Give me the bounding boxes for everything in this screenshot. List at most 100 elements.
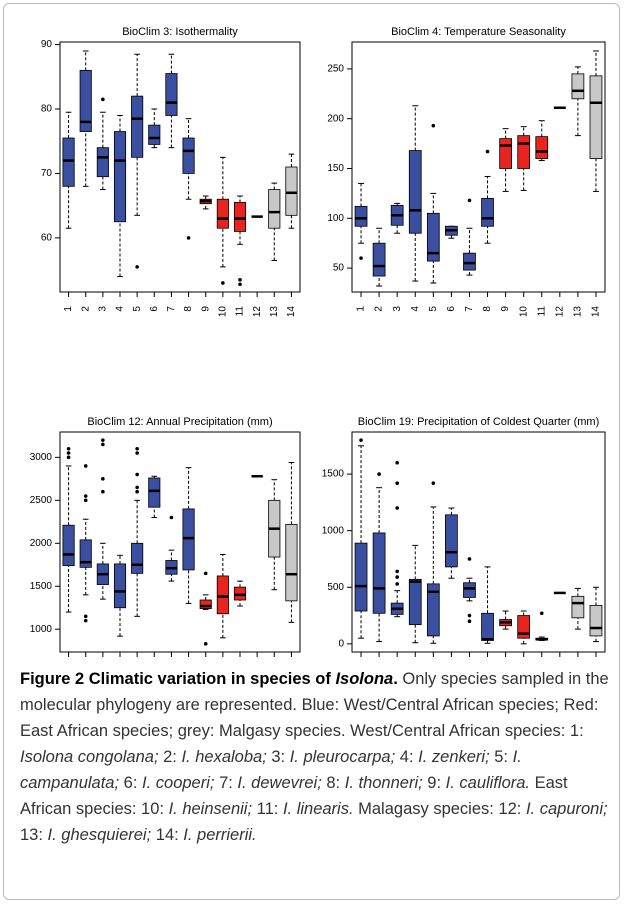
box [354,542,368,612]
x-tick-label: 12 [554,306,565,318]
y-tick-label: 0 [338,638,344,649]
caption-text: 8: [321,774,345,792]
y-tick-label: 500 [327,582,344,593]
caption-text: I. cauliflora. [445,774,531,792]
x-tick-label: 5 [428,306,439,312]
x-tick-label: 13 [573,306,584,318]
x-tick-label: 11 [235,306,246,317]
x-tick-label: 14 [591,306,602,318]
box [199,599,212,610]
caption-text: Isolona congolana; [20,748,159,766]
x-tick-label: 3 [392,306,403,312]
box [571,73,585,100]
caption-text: I. cooperi; [142,774,215,792]
x-tick-label: 9 [200,306,211,312]
y-tick-label: 80 [41,104,53,115]
outlier [395,582,399,586]
box [372,532,386,614]
caption-text: I. ghesquierei; [47,826,152,844]
x-tick-label: 4 [115,306,126,312]
box [463,582,476,598]
x-tick-label: 2 [80,306,91,312]
box [589,604,603,637]
plot-frame [351,41,606,293]
plot-frame [351,431,606,653]
outlier [66,451,71,455]
y-tick-label: 2500 [30,495,53,506]
outlier [467,557,472,561]
x-tick-label: 10 [518,306,529,318]
box [148,124,161,145]
caption-text: 2: [158,748,182,766]
box [499,138,512,169]
box [268,189,281,229]
box [463,252,476,271]
box [96,147,109,178]
caption-text: I. campanulata; [20,748,527,792]
box [182,508,195,571]
x-tick-label: 13 [269,306,280,318]
box [426,583,440,637]
outlier [359,256,363,260]
caption-text: 14: [151,826,184,844]
outlier [83,498,88,503]
y-tick-label: 50 [333,263,345,274]
caption-text: 13: [20,800,613,844]
caption-text: I. capuroni; [525,800,608,818]
x-tick-label: 5 [132,306,143,312]
x-tick-label: 1 [356,306,367,312]
outlier [377,472,381,476]
box [372,242,386,277]
x-tick-label: 14 [286,306,297,318]
outlier [135,489,139,494]
outlier [101,97,105,102]
caption-text: Figure 2 Climatic variation in species o… [20,670,336,688]
caption-text: . [393,670,398,688]
outlier [431,123,436,128]
box [408,150,422,234]
x-tick-label: 11 [536,306,547,317]
outlier [101,489,105,494]
outlier [66,455,71,460]
outlier [395,506,399,510]
caption-text: 6: [119,774,143,792]
caption-text: I. zenkeri; [418,748,490,766]
x-tick-label: 6 [149,306,160,312]
box [517,615,531,639]
outlier [83,614,88,619]
y-tick-label: 100 [327,213,344,224]
outlier [395,481,399,485]
outlier [101,438,105,442]
box [517,135,531,169]
box [182,137,195,174]
caption-text: East African species: 10: [20,774,572,818]
plot-frame [59,431,301,653]
caption-text: I. heinsenii; [168,800,253,818]
outlier [203,642,208,646]
x-tick-label: 1 [63,306,74,312]
outlier [485,149,490,154]
box [285,166,298,216]
caption-text: I. pleurocarpa; [289,748,396,766]
outlier [467,613,472,618]
box [131,95,144,158]
caption-text: Only species sampled in the molecular ph… [20,670,614,740]
box [481,612,494,641]
y-tick-label: 90 [41,39,53,50]
caption-text: I. dewevrei; [237,774,322,792]
outlier [431,481,436,485]
y-tick-label: 200 [327,113,344,124]
panel-title: BioClim 12: Annual Precipitation (mm) [87,416,272,428]
box [165,73,178,116]
box [589,75,603,159]
x-tick-label: 6 [446,306,457,312]
y-tick-label: 250 [327,64,344,75]
caption-text: I. thonneri; [344,774,423,792]
caption-text: 7: [214,774,238,792]
caption-text: I. hexaloba; [181,748,267,766]
caption-text: 5: [489,748,513,766]
y-tick-label: 2000 [30,538,53,549]
outlier [186,236,191,240]
